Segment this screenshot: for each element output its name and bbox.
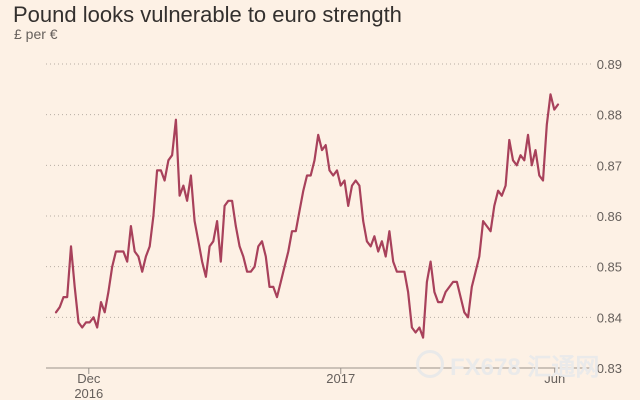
chart-subtitle: £ per € — [14, 26, 58, 42]
y-tick-label: 0.88 — [597, 108, 622, 123]
x-tick-label: Jun — [544, 371, 565, 386]
series-layer — [54, 93, 560, 339]
gridlines — [46, 63, 592, 318]
y-axis-labels: 0.83 0.84 0.85 0.86 0.87 0.88 0.89 — [597, 57, 622, 376]
y-tick-label: 0.84 — [597, 310, 622, 325]
y-tick-label: 0.83 — [597, 361, 622, 376]
watermark-logo-icon — [416, 350, 444, 378]
y-tick-label: 0.89 — [597, 57, 622, 72]
y-tick-label: 0.86 — [597, 209, 622, 224]
watermark: FX678 汇通网 — [450, 354, 600, 381]
y-tick-label: 0.87 — [597, 158, 622, 173]
x-tick-label: 2017 — [326, 371, 355, 386]
chart-title: Pound looks vulnerable to euro strength — [13, 2, 402, 27]
x-axis — [46, 367, 592, 374]
y-tick-label: 0.85 — [597, 260, 622, 275]
x-tick-sublabel: 2016 — [74, 386, 103, 400]
series-line — [54, 93, 560, 339]
x-tick-label: Dec — [77, 371, 101, 386]
